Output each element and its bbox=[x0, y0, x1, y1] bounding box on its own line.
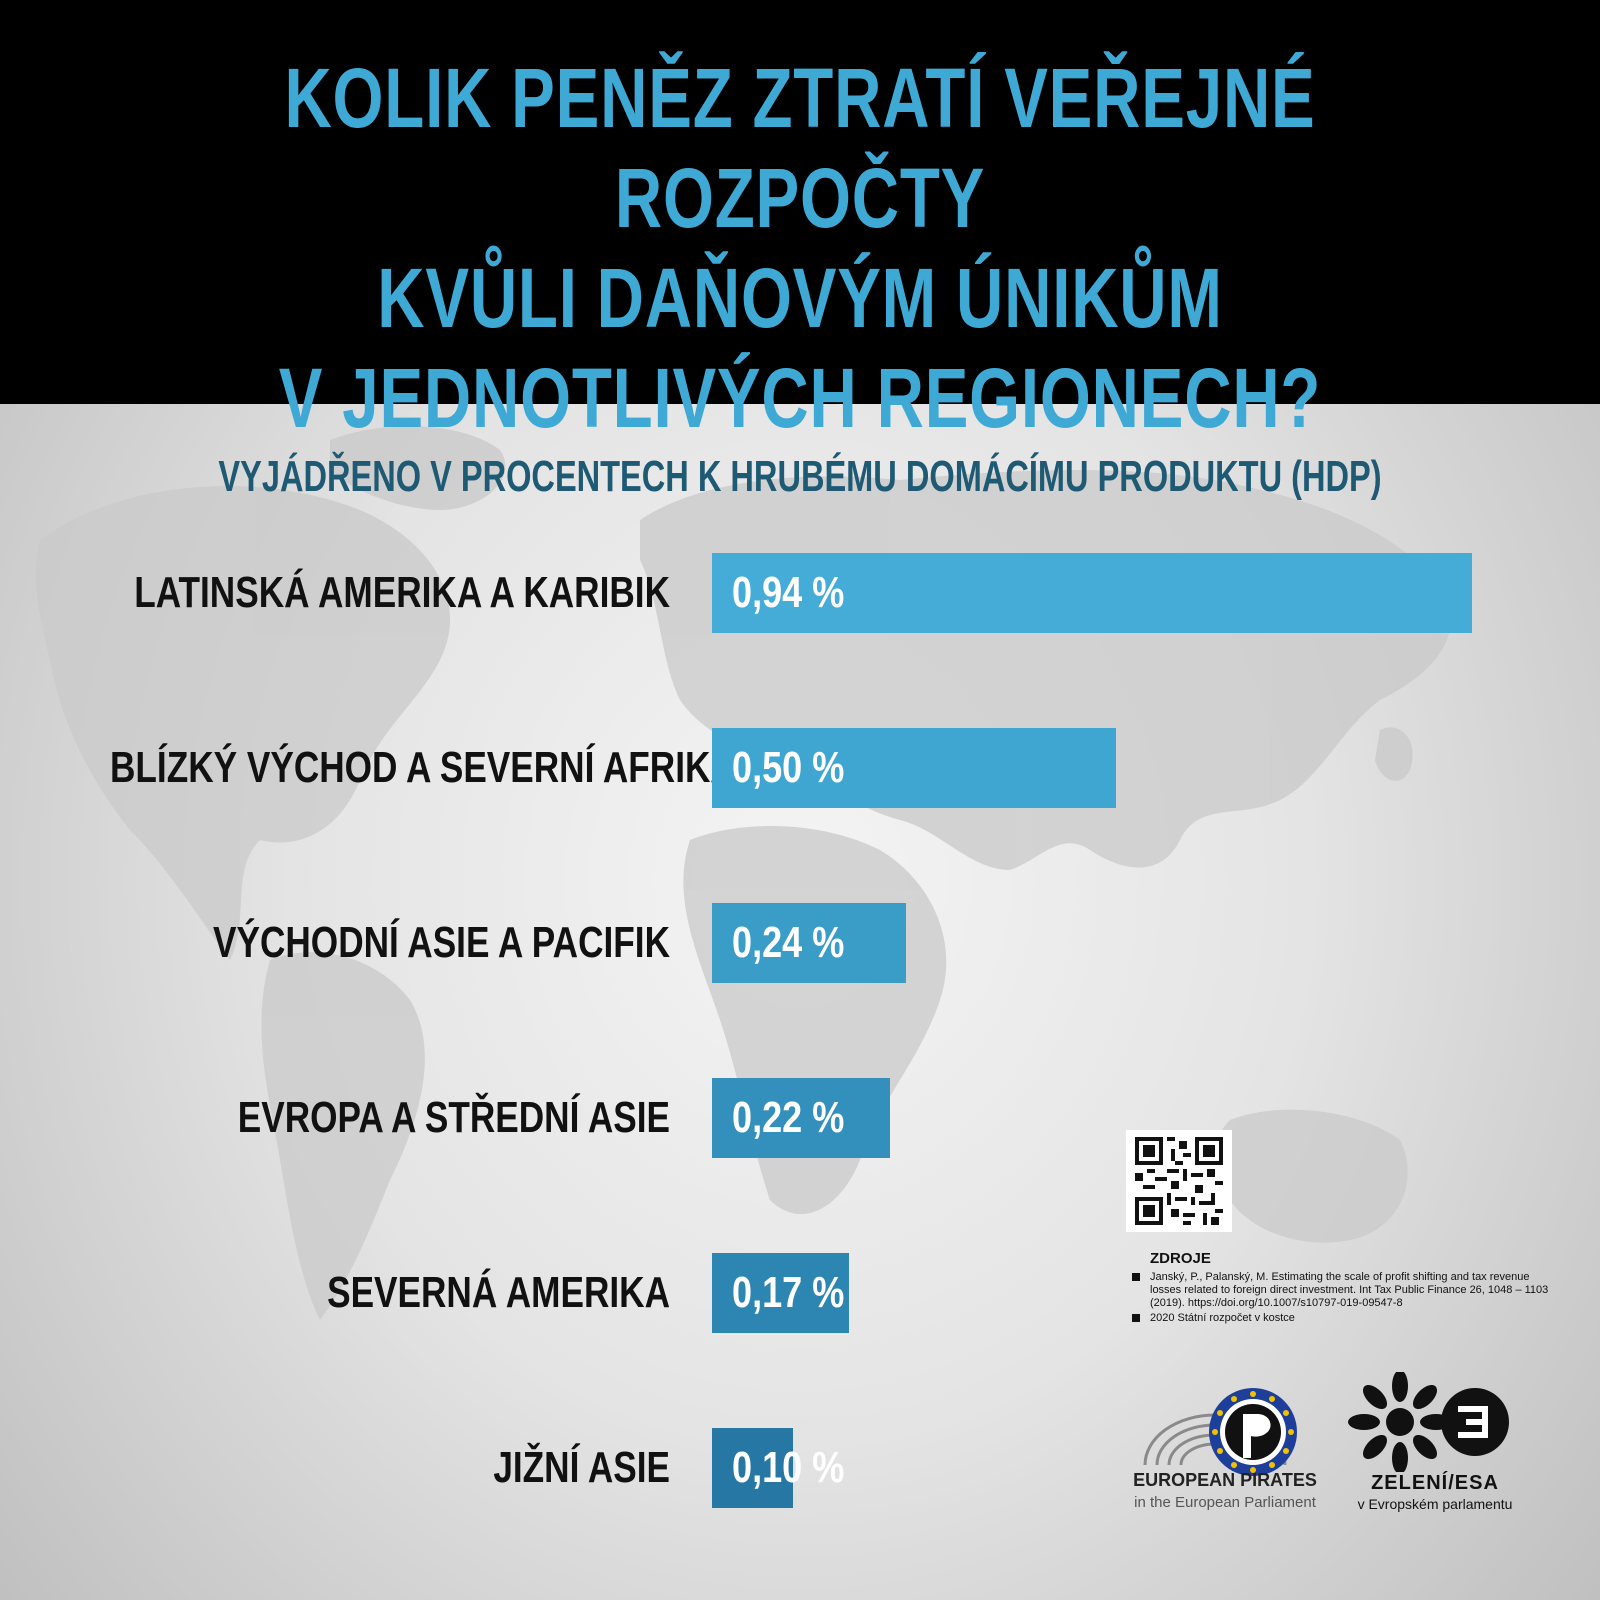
greens-name: ZELENÍ/ESA bbox=[1371, 1472, 1499, 1494]
value-label: 0,24 % bbox=[732, 918, 845, 967]
chart-title: KOLIK PENĚZ ZTRATÍ VEŘEJNÉ ROZPOČTY KVŮL… bbox=[176, 48, 1424, 448]
source-text: Janský, P., Palanský, M. Estimating the … bbox=[1150, 1271, 1549, 1309]
chart-subtitle: VYJÁDŘENO V PROCENTECH K HRUBÉMU DOMÁCÍM… bbox=[218, 452, 1382, 501]
title-line-3: V JEDNOTLIVÝCH REGIONECH? bbox=[278, 351, 1322, 445]
bar bbox=[712, 903, 906, 983]
title-line-1: KOLIK PENĚZ ZTRATÍ VEŘEJNÉ ROZPOČTY bbox=[284, 51, 1316, 245]
qr-code-icon bbox=[1135, 1137, 1223, 1225]
category-label: EVROPA A STŘEDNÍ ASIE bbox=[237, 1093, 670, 1142]
bar bbox=[712, 728, 1116, 808]
header-banner: KOLIK PENĚZ ZTRATÍ VEŘEJNÉ ROZPOČTY KVŮL… bbox=[0, 0, 1600, 445]
source-item: Janský, P., Palanský, M. Estimating the … bbox=[1130, 1271, 1560, 1310]
value-label: 0,94 % bbox=[732, 568, 845, 617]
bar bbox=[712, 553, 1472, 633]
category-label: LATINSKÁ AMERIKA A KARIBIK bbox=[134, 568, 670, 617]
value-label: 0,10 % bbox=[732, 1443, 845, 1492]
value-label: 0,17 % bbox=[732, 1268, 845, 1317]
pirates-subtitle: in the European Parliament bbox=[1134, 1494, 1316, 1511]
category-label: SEVERNÁ AMERIKA bbox=[327, 1268, 670, 1317]
category-label: BLÍZKÝ VÝCHOD A SEVERNÍ AFRIKA bbox=[110, 743, 736, 792]
square-bullet-icon bbox=[1132, 1273, 1140, 1281]
pirates-name: EUROPEAN PIRATES bbox=[1133, 1470, 1317, 1490]
european-pirates-logo bbox=[1143, 1388, 1297, 1476]
value-label: 0,50 % bbox=[732, 743, 845, 792]
source-item: 2020 Státní rozpočet v kostce bbox=[1130, 1312, 1560, 1325]
value-label: 0,22 % bbox=[732, 1093, 845, 1142]
source-text: 2020 Státní rozpočet v kostce bbox=[1150, 1312, 1295, 1324]
category-label: VÝCHODNÍ ASIE A PACIFIK bbox=[213, 918, 670, 967]
square-bullet-icon bbox=[1132, 1314, 1140, 1322]
title-line-2: KVŮLI DAŇOVÝM ÚNIKŮM bbox=[377, 251, 1223, 345]
greens-efa-logo bbox=[1348, 1372, 1509, 1472]
sources-block: ZDROJE Janský, P., Palanský, M. Estimati… bbox=[1130, 1250, 1560, 1327]
greens-subtitle: v Evropském parlamentu bbox=[1357, 1496, 1513, 1512]
bar bbox=[712, 1078, 890, 1158]
category-label: JIŽNÍ ASIE bbox=[493, 1443, 670, 1492]
bar bbox=[712, 1428, 793, 1508]
qr-code bbox=[1126, 1130, 1232, 1232]
sources-heading: ZDROJE bbox=[1150, 1250, 1211, 1267]
bar bbox=[712, 1253, 849, 1333]
